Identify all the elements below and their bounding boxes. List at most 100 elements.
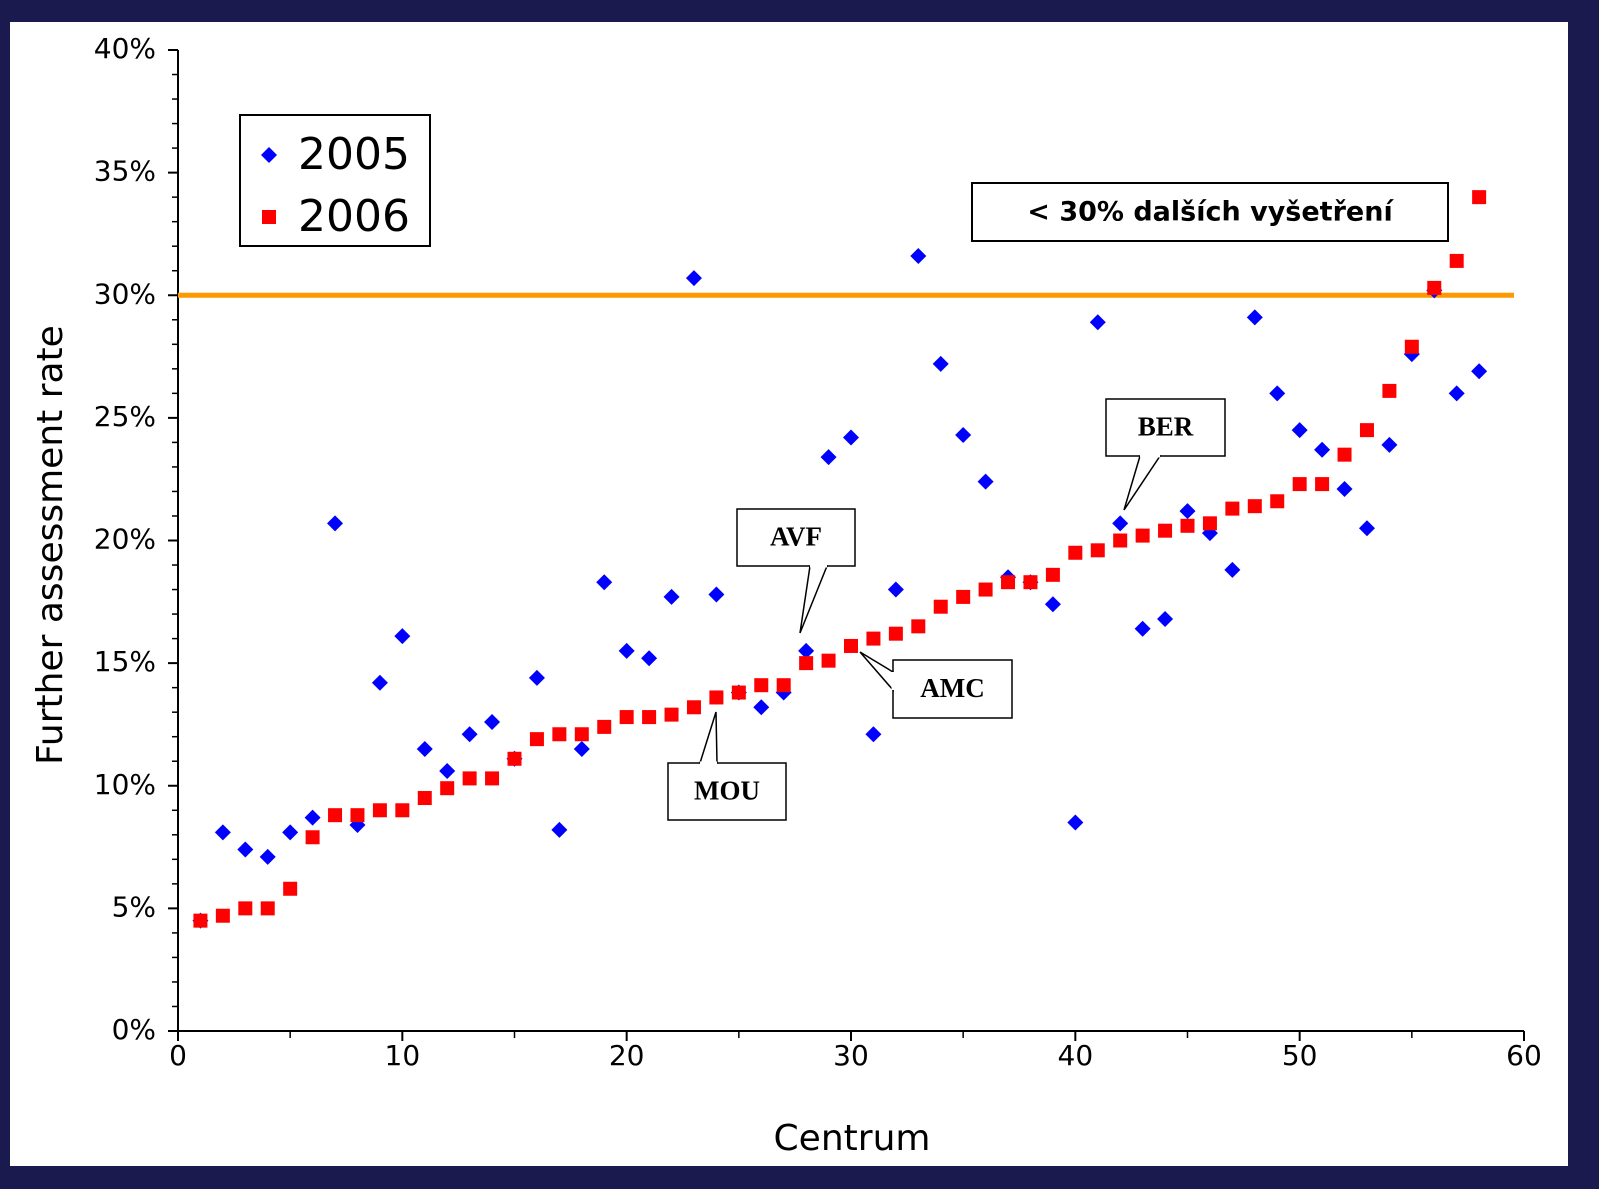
point <box>686 700 701 715</box>
point <box>416 740 433 757</box>
point <box>754 678 769 693</box>
y-tick-label: 25% <box>94 400 156 433</box>
point <box>283 881 298 896</box>
point <box>596 574 613 591</box>
callout-box <box>736 508 856 567</box>
point <box>1247 499 1262 514</box>
point <box>910 248 927 265</box>
point <box>642 710 657 725</box>
point <box>1158 523 1173 538</box>
reference-label-box <box>971 182 1449 242</box>
point <box>955 427 972 444</box>
y-tick-label: 10% <box>94 768 156 801</box>
point <box>1404 339 1419 354</box>
point <box>685 270 702 287</box>
point <box>776 678 791 693</box>
point <box>1358 520 1375 537</box>
x-tick-label: 30 <box>833 1039 869 1072</box>
point <box>618 642 635 659</box>
point <box>371 674 388 691</box>
y-tick-label: 30% <box>94 277 156 310</box>
point <box>1427 280 1442 295</box>
y-tick-label: 35% <box>94 155 156 188</box>
point <box>304 809 321 826</box>
point <box>663 588 680 605</box>
point <box>193 913 208 928</box>
point <box>597 719 612 734</box>
x-axis-title: Centrum <box>774 1118 931 1159</box>
callout-label: AMC <box>920 673 984 703</box>
callout-label: AVF <box>770 522 822 552</box>
x-tick-label: 20 <box>609 1039 645 1072</box>
point <box>956 589 971 604</box>
legend-label: 2006 <box>298 191 410 242</box>
point <box>1270 494 1285 509</box>
point <box>395 803 410 818</box>
point <box>350 808 365 823</box>
point <box>798 642 815 659</box>
callout-label: MOU <box>694 776 760 806</box>
y-tick-label: 5% <box>112 890 156 923</box>
callout-box <box>1105 398 1226 457</box>
point <box>507 751 522 766</box>
point <box>1180 518 1195 533</box>
point <box>1179 503 1196 520</box>
point <box>731 685 746 700</box>
y-tick-label: 20% <box>94 523 156 556</box>
point <box>664 707 679 722</box>
point <box>440 781 455 796</box>
point <box>282 824 299 841</box>
point <box>305 830 320 845</box>
point <box>1381 436 1398 453</box>
point <box>484 713 501 730</box>
point <box>911 619 926 634</box>
x-tick-label: 60 <box>1506 1039 1542 1072</box>
point <box>1291 422 1308 439</box>
point <box>1292 477 1307 492</box>
point <box>1090 543 1105 558</box>
point <box>933 599 948 614</box>
point <box>865 726 882 743</box>
point <box>1113 533 1128 548</box>
x-tick-label: 0 <box>169 1039 187 1072</box>
point <box>619 710 634 725</box>
point <box>1068 545 1083 560</box>
point <box>844 638 858 653</box>
point <box>1202 516 1217 531</box>
point <box>1336 480 1353 497</box>
point <box>1314 441 1331 458</box>
point <box>1337 447 1352 462</box>
point <box>328 808 343 823</box>
point <box>1001 575 1016 590</box>
y-axis-title: Further assessment rate <box>30 325 71 765</box>
callout-box <box>667 762 787 821</box>
point <box>262 210 276 224</box>
y-tick-label: 40% <box>94 32 156 65</box>
point <box>261 147 277 163</box>
point <box>866 631 881 646</box>
point <box>799 656 814 671</box>
point <box>439 763 456 780</box>
point <box>753 699 770 716</box>
point <box>259 848 276 865</box>
point <box>417 791 432 806</box>
point <box>708 586 725 603</box>
point <box>1471 363 1488 380</box>
point <box>215 908 230 923</box>
point <box>461 726 478 743</box>
x-tick-label: 40 <box>1058 1039 1094 1072</box>
legend-label: 2005 <box>298 129 410 180</box>
x-tick-label: 50 <box>1282 1039 1318 1072</box>
point <box>820 449 837 466</box>
legend-box <box>239 114 431 247</box>
point <box>1269 385 1286 402</box>
point <box>977 473 994 490</box>
point <box>1135 528 1150 543</box>
point <box>1067 814 1084 831</box>
reference-label: < 30% dalších vyšetření <box>1027 197 1394 228</box>
point <box>1089 314 1106 331</box>
point <box>641 650 658 667</box>
point <box>1448 385 1465 402</box>
point <box>821 653 836 668</box>
